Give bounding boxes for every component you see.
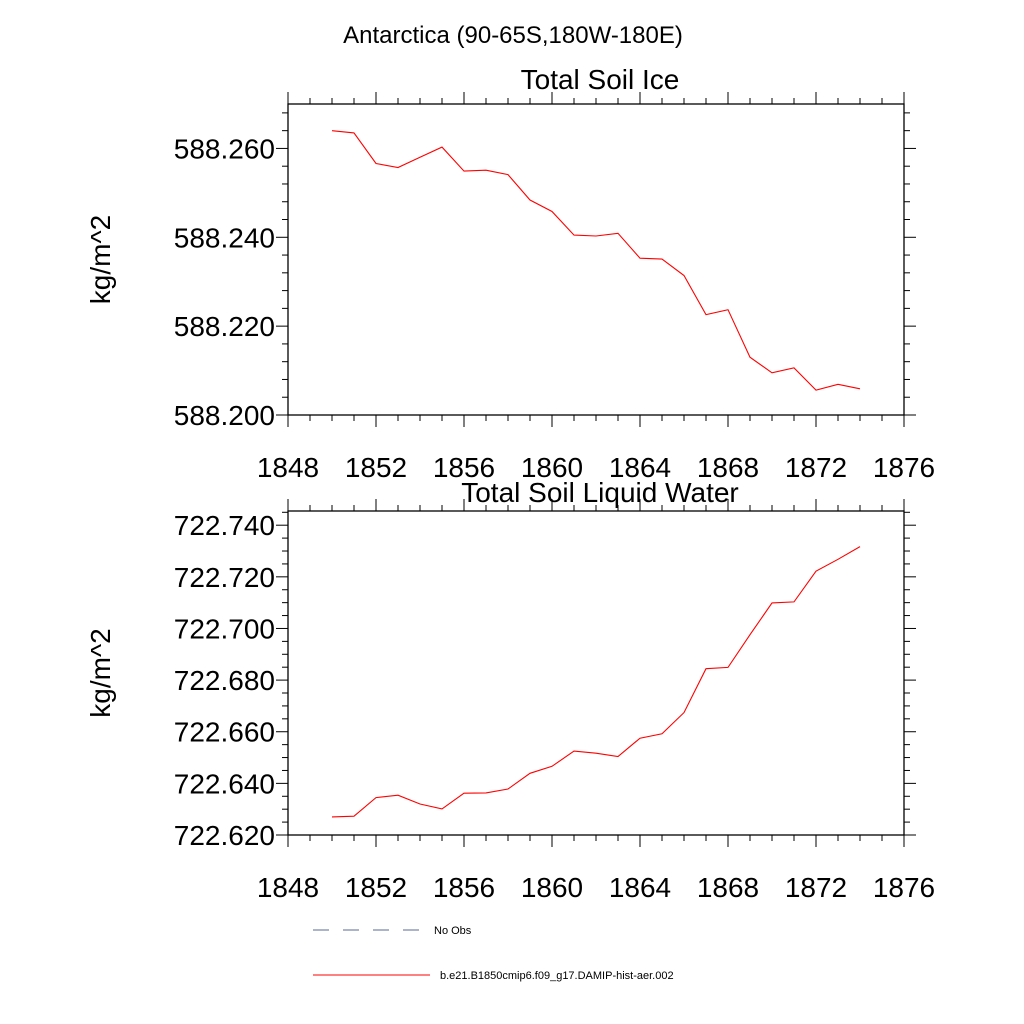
x-tick-label: 1864 <box>609 872 671 903</box>
x-tick-label: 1852 <box>345 452 407 483</box>
chart-title: Total Soil Liquid Water <box>461 477 739 508</box>
region-title: Antarctica (90-65S,180W-180E) <box>343 22 683 49</box>
y-tick-label: 588.240 <box>174 222 275 253</box>
series-line <box>331 130 861 391</box>
x-tick-label: 1872 <box>785 452 847 483</box>
x-tick-label: 1852 <box>345 872 407 903</box>
x-tick-label: 1868 <box>697 452 759 483</box>
x-tick-label: 1856 <box>433 452 495 483</box>
legend: No Obs b.e21.B1850cmip6.f09_g17.DAMIP-hi… <box>313 925 674 982</box>
x-tick-label: 1856 <box>433 872 495 903</box>
panel-total-soil-liquid-water: Total Soil Liquid Water kg/m^2 1848 1852 185… <box>85 477 935 903</box>
y-tick-label: 588.200 <box>174 400 275 431</box>
x-tick-label: 1860 <box>521 872 583 903</box>
x-tick-label: 1848 <box>257 872 319 903</box>
y-tick-label: 722.680 <box>174 665 275 696</box>
y-axis-label: kg/m^2 <box>85 628 116 717</box>
y-tick-label: 722.620 <box>174 820 275 851</box>
panel-total-soil-ice: Total Soil Ice kg/m^2 1848 1852 1856 1860 1864… <box>85 64 935 483</box>
x-tick-label: 1860 <box>521 452 583 483</box>
legend-label-series: b.e21.B1850cmip6.f09_g17.DAMIP-hist-aer.… <box>440 970 674 982</box>
y-tick-label: 722.700 <box>174 613 275 644</box>
x-tick-label: 1872 <box>785 872 847 903</box>
y-tick-label: 722.640 <box>174 768 275 799</box>
series-line <box>331 546 861 818</box>
y-tick-label: 588.220 <box>174 311 275 342</box>
x-tick-label: 1876 <box>873 872 935 903</box>
x-tick-label: 1868 <box>697 872 759 903</box>
x-tick-label: 1876 <box>873 452 935 483</box>
y-tick-label: 722.660 <box>174 717 275 748</box>
plot-frame <box>287 103 905 416</box>
plot-frame <box>287 510 905 836</box>
y-tick-label: 722.740 <box>174 510 275 541</box>
chart-title: Total Soil Ice <box>521 64 680 95</box>
legend-label-no-obs: No Obs <box>434 925 472 937</box>
y-axis-label: kg/m^2 <box>85 215 116 304</box>
x-tick-label: 1864 <box>609 452 671 483</box>
y-tick-label: 722.720 <box>174 562 275 593</box>
y-tick-label: 588.260 <box>174 133 275 164</box>
x-tick-label: 1848 <box>257 452 319 483</box>
